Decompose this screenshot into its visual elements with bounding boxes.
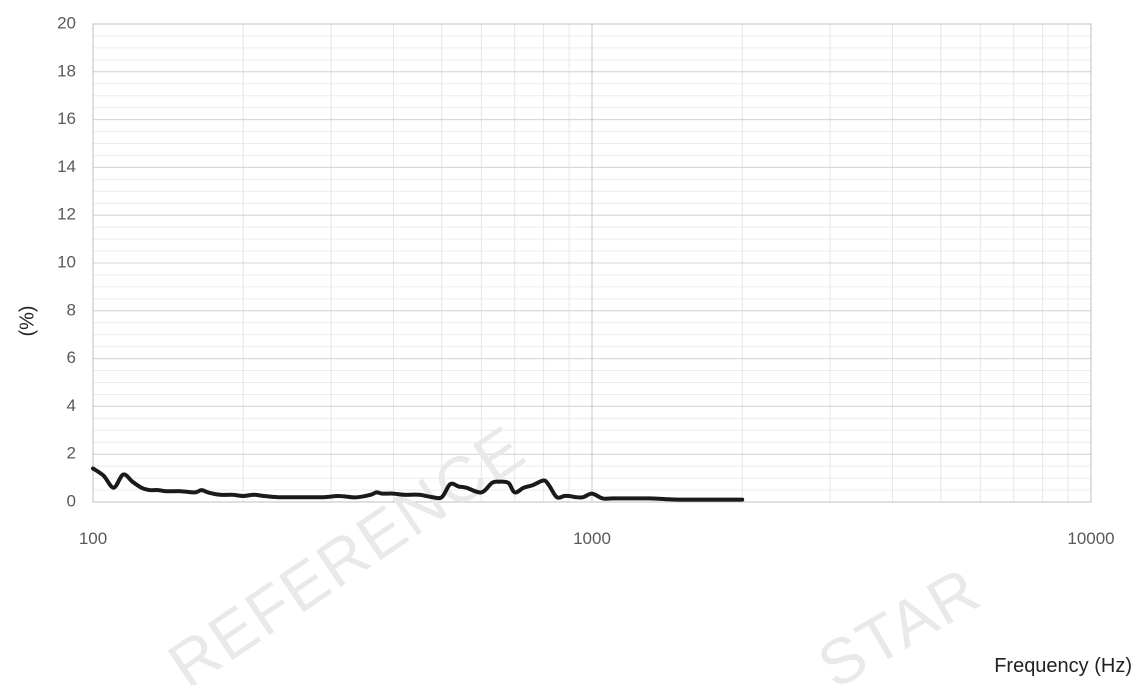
watermark-text-left: REFERENCE [156, 411, 538, 685]
y-tick-label: 6 [67, 348, 76, 367]
y-tick-label: 12 [57, 205, 76, 224]
x-tick-label: 100 [79, 529, 107, 548]
y-tick-label: 10 [57, 252, 76, 271]
y-tick-label: 20 [57, 13, 76, 32]
y-axis-tick-labels: 0 2 4 6 8 10 12 14 16 18 20 [57, 13, 76, 510]
x-tick-label: 1000 [573, 529, 611, 548]
y-tick-label: 14 [57, 157, 76, 176]
y-axis-title: (%) [16, 305, 38, 336]
y-tick-label: 16 [57, 109, 76, 128]
y-tick-label: 2 [67, 444, 76, 463]
y-tick-label: 18 [57, 61, 76, 80]
y-tick-label: 4 [67, 396, 76, 415]
y-tick-label: 0 [67, 491, 76, 510]
y-tick-label: 8 [67, 300, 76, 319]
plot-area-border [92, 23, 1092, 503]
x-axis-tick-labels: 100 1000 10000 [79, 529, 1115, 548]
watermark-text-right: STAR [806, 553, 993, 685]
x-tick-label: 10000 [1067, 529, 1114, 548]
data-series-line [91, 466, 745, 502]
x-axis-title: Frequency (Hz) [994, 655, 1132, 677]
